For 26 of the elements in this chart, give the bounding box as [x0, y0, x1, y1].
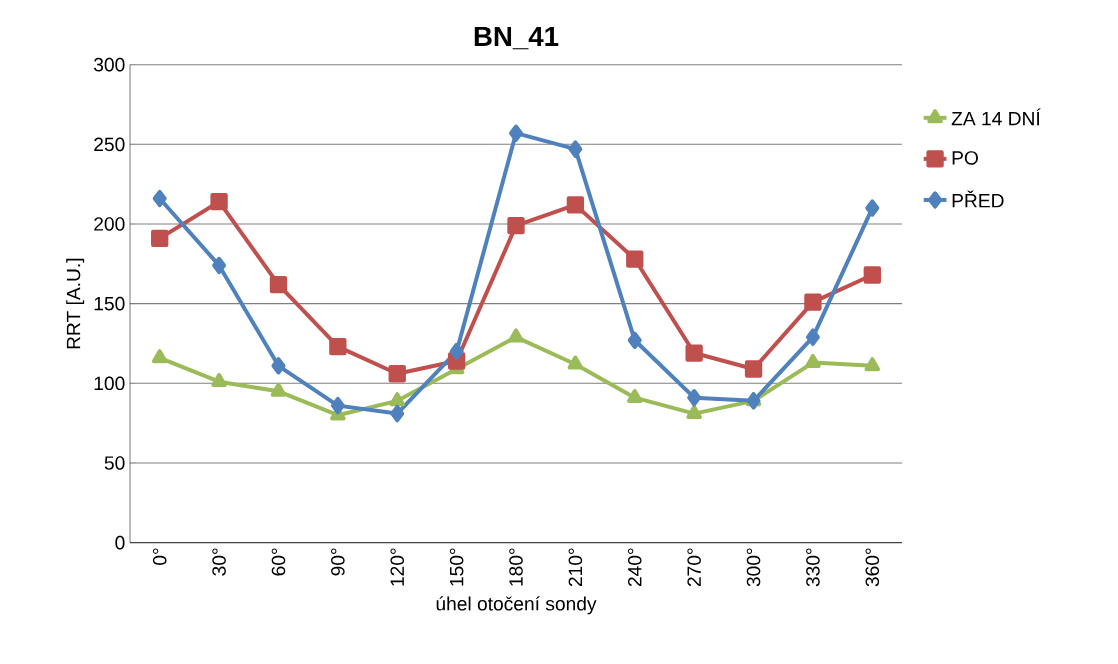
x-axis-title: úhel otočení sondy — [436, 596, 597, 615]
y-tick-label: 200 — [94, 217, 125, 231]
legend-label: PŘED — [952, 190, 1004, 208]
y-axis-title: RRT [A.U.] — [66, 258, 85, 349]
legend-label: ZA 14 DNÍ — [951, 108, 1041, 126]
x-tick-label: 150° — [449, 548, 464, 586]
y-tick-label: 50 — [104, 456, 125, 470]
y-tick-label: 150 — [94, 296, 125, 311]
x-tick-label: 60° — [271, 548, 286, 576]
x-tick-label: 0° — [152, 548, 167, 565]
y-tick-label: 300 — [94, 57, 125, 72]
x-tick-label: 120° — [390, 548, 405, 586]
x-tick-label: 330° — [806, 548, 820, 587]
y-tick-label: 100 — [94, 376, 125, 391]
x-tick-label: 360° — [865, 548, 880, 587]
x-tick-label: 300° — [746, 548, 761, 587]
y-tick-label: 250 — [94, 137, 125, 152]
x-tick-label: 30° — [212, 548, 226, 576]
legend-label: PO — [952, 151, 978, 165]
x-tick-label: 210° — [568, 548, 583, 587]
x-tick-label: 270° — [687, 548, 701, 587]
x-tick-label: 90° — [331, 548, 345, 576]
y-tick-label: 0 — [115, 535, 125, 550]
x-tick-label: 240° — [627, 548, 642, 587]
x-tick-label: 180° — [509, 548, 523, 586]
chart-title: BN_41 — [474, 26, 559, 50]
